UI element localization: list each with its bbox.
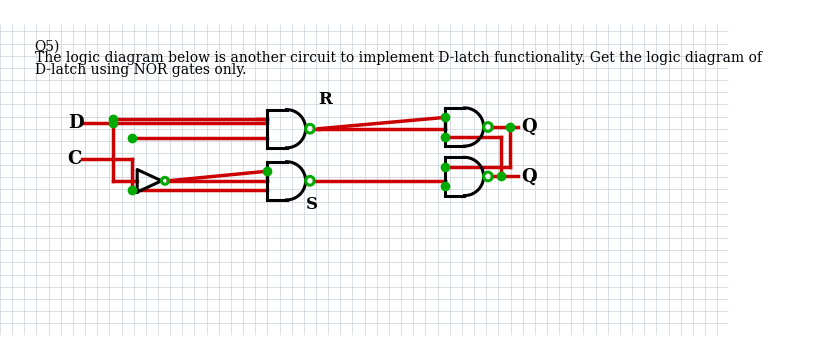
Text: R: R xyxy=(318,91,333,108)
Text: Q: Q xyxy=(521,167,536,186)
Text: C: C xyxy=(68,150,82,168)
Text: The logic diagram below is another circuit to implement D-latch functionality. G: The logic diagram below is another circu… xyxy=(34,51,762,65)
Text: D-latch using NOR gates only.: D-latch using NOR gates only. xyxy=(34,63,246,77)
Text: D: D xyxy=(68,114,83,132)
Text: Q5): Q5) xyxy=(34,40,60,54)
Text: S: S xyxy=(306,196,318,213)
Text: Q: Q xyxy=(521,118,536,136)
Text: ”: ” xyxy=(530,176,537,190)
